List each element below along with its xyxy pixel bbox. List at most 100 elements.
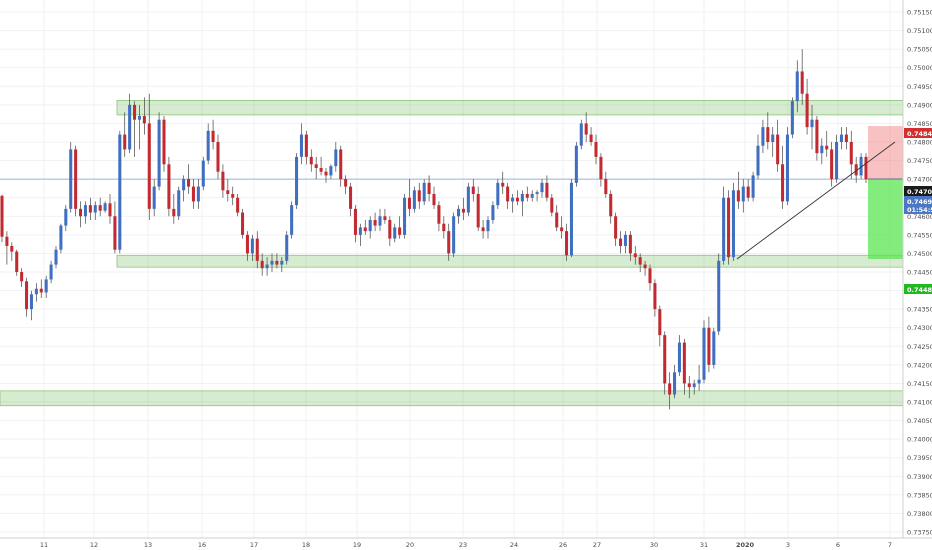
- candle-body: [481, 227, 485, 232]
- candle-body: [221, 171, 225, 191]
- candle: [609, 190, 613, 224]
- time-tick-label: 30: [650, 541, 658, 549]
- candle: [810, 104, 814, 150]
- price-axis[interactable]: 0.75150 0.75100 0.75050 0.75000 0.74950 0.749…: [907, 9, 932, 537]
- candle: [20, 268, 24, 287]
- candle: [442, 216, 446, 239]
- stop-level-text: 0.74485: [907, 286, 932, 294]
- candle: [88, 197, 92, 220]
- candle: [633, 246, 637, 265]
- candle: [407, 179, 411, 217]
- candle: [574, 142, 578, 187]
- price-tick-label: 0.74450: [907, 269, 932, 277]
- candle-body: [839, 134, 843, 142]
- candle: [717, 253, 721, 336]
- candle: [692, 379, 696, 395]
- candle-body: [324, 171, 328, 176]
- candle: [250, 234, 254, 261]
- candle: [201, 156, 205, 191]
- candle-body: [319, 168, 323, 172]
- candle: [241, 208, 245, 239]
- candle: [859, 153, 863, 180]
- countdown-text: 01:54:53: [907, 206, 932, 214]
- candle: [299, 123, 303, 165]
- candle-body: [722, 197, 726, 261]
- candle-body: [103, 203, 107, 211]
- candle: [594, 134, 598, 165]
- candle: [349, 182, 353, 217]
- candle-body: [49, 264, 53, 280]
- price-badges: 0.74843 0.74700 0.74698 01:54:53 0.74485: [904, 128, 932, 294]
- candle-body: [29, 294, 33, 310]
- candle-body: [133, 104, 137, 120]
- candle: [677, 335, 681, 376]
- candle: [10, 242, 14, 261]
- candle-body: [5, 236, 9, 246]
- candle-body: [196, 186, 200, 202]
- candle: [741, 179, 745, 213]
- candle: [569, 179, 573, 258]
- candle: [506, 182, 510, 209]
- candle: [820, 138, 824, 165]
- candle-body: [108, 203, 112, 217]
- candle-body: [206, 130, 210, 161]
- candle: [0, 194, 4, 243]
- candle: [476, 186, 480, 232]
- candle-body: [540, 182, 544, 193]
- candle-body: [25, 281, 29, 310]
- candle-body: [515, 197, 519, 202]
- candle: [466, 182, 470, 217]
- candle: [393, 223, 397, 243]
- candle-body: [795, 71, 799, 102]
- candle-body: [157, 119, 161, 187]
- candle: [295, 153, 299, 209]
- time-axis[interactable]: 11 12 13 16 17 18 19 20 23 24 26 27 30 31 2020 3 6 7: [40, 541, 892, 549]
- candle-body: [830, 149, 834, 180]
- time-tick-label: 31: [700, 541, 708, 549]
- candle-body: [93, 205, 97, 213]
- candle: [697, 364, 701, 391]
- candle-body: [245, 234, 249, 254]
- candle: [545, 175, 549, 202]
- candle: [221, 164, 225, 198]
- candle-body: [717, 260, 721, 332]
- candle-body: [530, 194, 534, 198]
- candle: [79, 201, 83, 228]
- candle-body: [442, 223, 446, 232]
- candle-body: [403, 197, 407, 235]
- time-tick-label: 27: [593, 541, 601, 549]
- candle-body: [344, 179, 348, 187]
- candle-body: [113, 216, 117, 250]
- candle: [388, 216, 392, 246]
- candle-body: [211, 130, 215, 142]
- candle-body: [569, 182, 573, 256]
- candle: [83, 201, 87, 224]
- candle-body: [731, 190, 735, 258]
- price-tick-label: 0.73850: [907, 491, 932, 499]
- candle: [447, 223, 451, 261]
- candle-body: [461, 208, 465, 213]
- candle-body: [74, 149, 78, 209]
- price-tick-label: 0.74700: [907, 176, 932, 184]
- position-tool[interactable]: [868, 126, 903, 259]
- candle-body: [491, 205, 495, 220]
- candle-body: [702, 327, 706, 380]
- candle-body: [520, 194, 524, 202]
- candle: [403, 194, 407, 239]
- candle: [137, 104, 141, 150]
- candle-body: [550, 197, 554, 213]
- candle: [766, 112, 770, 150]
- time-tick-label: 16: [198, 541, 206, 549]
- candle: [736, 171, 740, 209]
- trendline[interactable]: [736, 141, 896, 260]
- price-tick-label: 0.75050: [907, 46, 932, 54]
- candle-body: [147, 123, 151, 209]
- candle: [260, 253, 264, 276]
- candle: [172, 194, 176, 224]
- candle: [69, 142, 73, 213]
- candle: [525, 186, 529, 202]
- candle-body: [756, 145, 760, 176]
- candle: [280, 257, 284, 272]
- candle-body: [574, 145, 578, 183]
